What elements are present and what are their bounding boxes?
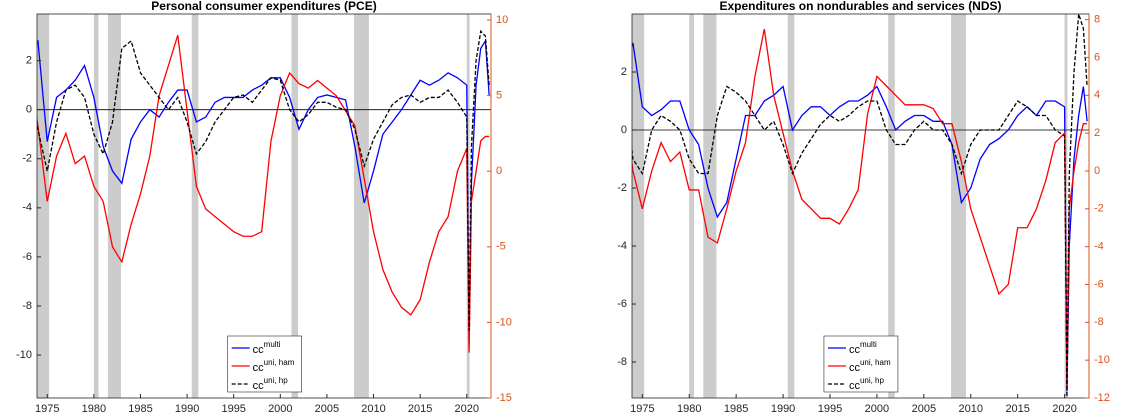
plot-area xyxy=(632,14,1089,398)
y-tick-label: -8 xyxy=(617,356,627,368)
y2-tick-label: 10 xyxy=(496,14,508,26)
x-tick-label: 1985 xyxy=(724,403,748,415)
x-tick-label: 2020 xyxy=(455,403,479,415)
y2-tick-label: -2 xyxy=(1094,203,1104,215)
legend-label: ccuni, hp xyxy=(849,376,885,392)
panel: 1975 1980 1985 1990 1995 2000 2005 2010 2015 2020… xyxy=(617,0,1110,415)
legend-label: ccmulti xyxy=(849,340,877,356)
x-tick-label: 2020 xyxy=(1052,403,1076,415)
y2-tick-label: 5 xyxy=(496,90,502,102)
legend-box xyxy=(227,335,302,393)
legend-superscript: uni, ham xyxy=(264,358,295,367)
series-line xyxy=(37,29,490,331)
y-tick-label: 0 xyxy=(26,104,32,116)
y-tick-label: -4 xyxy=(22,202,32,214)
y2-tick-label: 2 xyxy=(1094,127,1100,139)
y2-tick-label: -6 xyxy=(1094,278,1104,290)
recession-band xyxy=(291,14,299,398)
y2-tick-label: -8 xyxy=(1094,316,1104,328)
x-tick-label: 2005 xyxy=(912,403,936,415)
y-tick-label: 0 xyxy=(621,124,627,136)
legend-name: cc xyxy=(849,380,861,392)
legend-superscript: uni, ham xyxy=(860,358,891,367)
x-tick-label: 2015 xyxy=(408,403,432,415)
legend-name: cc xyxy=(253,344,265,356)
legend-superscript: uni, hp xyxy=(264,376,289,385)
y-tick-label: -4 xyxy=(617,240,627,252)
series-line xyxy=(632,42,1088,392)
y2-tick-label: -10 xyxy=(496,316,512,328)
legend-box xyxy=(823,335,899,393)
legend-label: ccuni, hp xyxy=(253,376,289,392)
x-tick-label: 2010 xyxy=(361,403,385,415)
recession-band xyxy=(37,14,50,398)
y2-tick-label: 4 xyxy=(1094,89,1100,101)
x-tick-label: 1975 xyxy=(630,403,654,415)
series-line xyxy=(37,34,490,353)
recession-band xyxy=(107,14,121,398)
recession-band xyxy=(191,14,199,398)
y2-tick-label: -15 xyxy=(496,392,512,404)
recession-band xyxy=(689,14,694,398)
panel: 1975 1980 1985 1990 1995 2000 2005 2010 2015 2020… xyxy=(16,0,512,415)
x-tick-label: 1990 xyxy=(771,403,795,415)
y-tick-label: 2 xyxy=(26,55,32,67)
chart-title: Expenditures on nondurables and services… xyxy=(719,0,1001,13)
y2-tick-label: -12 xyxy=(1094,392,1110,404)
x-tick-label: 2015 xyxy=(1005,403,1029,415)
legend-superscript: multi xyxy=(264,340,281,349)
x-tick-label: 1995 xyxy=(818,403,842,415)
series-line xyxy=(632,14,1088,397)
y-tick-label: -6 xyxy=(22,251,32,263)
y-tick-label: 2 xyxy=(621,66,627,78)
y2-tick-label: -4 xyxy=(1094,241,1104,253)
legend-superscript: uni, hp xyxy=(860,376,885,385)
legend-name: cc xyxy=(849,344,861,356)
y-tick-label: -2 xyxy=(22,153,32,165)
y2-tick-label: -10 xyxy=(1094,354,1110,366)
recession-band xyxy=(632,14,645,398)
legend-name: cc xyxy=(253,362,265,374)
x-tick-label: 2005 xyxy=(315,403,339,415)
x-tick-label: 2010 xyxy=(959,403,983,415)
x-tick-label: 1985 xyxy=(128,403,152,415)
series-line xyxy=(632,29,1088,389)
x-tick-label: 1995 xyxy=(221,403,245,415)
y2-tick-label: 0 xyxy=(1094,165,1100,177)
y-tick-label: -10 xyxy=(16,349,32,361)
recession-band xyxy=(951,14,967,398)
series-line xyxy=(37,38,490,346)
y2-tick-label: 0 xyxy=(496,165,502,177)
y2-tick-label: 8 xyxy=(1094,14,1100,26)
plot-area xyxy=(37,14,491,398)
legend-name: cc xyxy=(849,362,861,374)
x-tick-label: 1975 xyxy=(35,403,59,415)
y2-tick-label: -5 xyxy=(496,241,506,253)
x-tick-label: 1980 xyxy=(677,403,701,415)
legend-superscript: multi xyxy=(860,340,877,349)
x-tick-label: 2000 xyxy=(865,403,889,415)
y-tick-label: -6 xyxy=(617,298,627,310)
recession-band xyxy=(353,14,369,398)
x-tick-label: 1990 xyxy=(175,403,199,415)
recession-band xyxy=(703,14,717,398)
recession-band xyxy=(787,14,795,398)
legend-label: ccuni, ham xyxy=(849,358,891,374)
x-tick-label: 2000 xyxy=(268,403,292,415)
legend-label: ccmulti xyxy=(253,340,281,356)
y-tick-label: -2 xyxy=(617,182,627,194)
x-tick-label: 1980 xyxy=(82,403,106,415)
y-tick-label: -8 xyxy=(22,300,32,312)
recession-band xyxy=(93,14,99,398)
legend-name: cc xyxy=(253,380,265,392)
y2-tick-label: 6 xyxy=(1094,51,1100,63)
legend-label: ccuni, ham xyxy=(253,358,295,374)
recession-band xyxy=(888,14,895,398)
chart-title: Personal consumer expenditures (PCE) xyxy=(151,0,376,13)
